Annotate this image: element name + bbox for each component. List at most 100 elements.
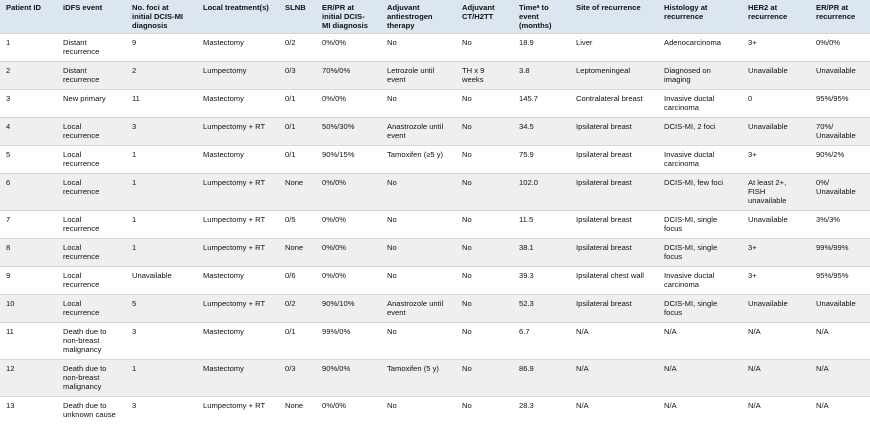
table-cell: Lumpectomy	[203, 66, 247, 75]
table-cell: 145.7	[519, 94, 539, 103]
table-cell: 2	[6, 66, 11, 75]
table-cell: 11.5	[519, 215, 534, 224]
table-row: 3 New primary 11 Mastectomy 0/1 0%/0% No No 145.…	[0, 89, 870, 118]
table-row: 6 Local recurrence 1 Lumpectomy + RT None 0%/…	[0, 173, 870, 211]
table-cell: 70%/ Unavailable	[816, 122, 856, 140]
table-cell: 18.9	[519, 38, 534, 47]
table-cell: 5	[6, 150, 11, 159]
table-cell: Invasive ductal carcinoma	[664, 271, 715, 289]
table-cell: None	[285, 401, 304, 410]
table-cell: N/A	[664, 401, 677, 410]
table-cell: 86.9	[519, 364, 534, 373]
table-cell: Ipsilateral breast	[576, 299, 632, 308]
table-cell: 2	[132, 66, 137, 75]
table-cell: Lumpectomy + RT	[203, 401, 266, 410]
table-cell: Adenocarcinoma	[664, 38, 721, 47]
table-cell: 3.8	[519, 66, 530, 75]
table-cell: 75.9	[519, 150, 534, 159]
table-cell: 52.3	[519, 299, 534, 308]
table-cell: Ipsilateral breast	[576, 243, 632, 252]
table-cell: 3+	[748, 150, 757, 159]
table-cell: Anastrozole until event	[387, 299, 444, 317]
table-cell: 90%/0%	[322, 364, 351, 373]
table-body: 1 Distant recurrence 9 Mastectomy 0/2 0%/0% No…	[0, 33, 870, 425]
table-cell: 3+	[748, 271, 757, 280]
table-cell: 6.7	[519, 327, 530, 336]
table-cell: 3+	[748, 243, 757, 252]
table-cell: No	[462, 215, 472, 224]
column-header: Adjuvant antiestrogen therapy	[381, 0, 456, 34]
table-cell: Leptomeningeal	[576, 66, 631, 75]
table-cell: N/A	[576, 364, 589, 373]
table-cell: Unavailable	[748, 215, 788, 224]
table-cell: 28.3	[519, 401, 534, 410]
table-cell: Ipsilateral breast	[576, 150, 632, 159]
table-cell: Lumpectomy + RT	[203, 215, 266, 224]
table-cell: No	[462, 364, 472, 373]
column-header: Site of recurrence	[570, 0, 658, 34]
table-row: 12 Death due to non-breast malignancy 1 Mas…	[0, 359, 870, 397]
table-cell: Local recurrence	[63, 243, 100, 261]
table-cell: Contralateral breast	[576, 94, 643, 103]
table-cell: Distant recurrence	[63, 38, 100, 56]
table-cell: 99%/0%	[322, 327, 351, 336]
table-cell: No	[387, 178, 397, 187]
table-cell: Invasive ductal carcinoma	[664, 94, 715, 112]
table-row: 5 Local recurrence 1 Mastectomy 0/1 90%/15% Ta…	[0, 145, 870, 174]
column-header: ER/PR at initial DCIS-MI diagnosis	[316, 0, 381, 34]
table-cell: 3	[6, 94, 11, 103]
table-cell: N/A	[816, 364, 829, 373]
table-row: 9 Local recurrence Unavailable Mastectomy 0/…	[0, 266, 870, 295]
table-cell: Letrozole until event	[387, 66, 435, 84]
table-cell: Ipsilateral chest wall	[576, 271, 644, 280]
table-cell: 0%/0%	[322, 94, 347, 103]
table-row: 2 Distant recurrence 2 Lumpectomy 0/3 70%/0% L…	[0, 61, 870, 90]
table-cell: Local recurrence	[63, 122, 100, 140]
table-cell: Tamoxifen (≥5 y)	[387, 150, 444, 159]
table-cell: 0%/ Unavailable	[816, 178, 856, 196]
table-cell: Unavailable	[748, 122, 788, 131]
table-cell: No	[387, 38, 397, 47]
table-cell: No	[387, 215, 397, 224]
table-cell: No	[387, 243, 397, 252]
table-cell: 70%/0%	[322, 66, 351, 75]
table-cell: 0/2	[285, 299, 296, 308]
table-cell: No	[387, 271, 397, 280]
table-cell: 34.5	[519, 122, 534, 131]
table-cell: 90%/2%	[816, 150, 845, 159]
table-cell: 95%/95%	[816, 94, 849, 103]
table-cell: 90%/10%	[322, 299, 355, 308]
table-cell: 90%/15%	[322, 150, 355, 159]
table-cell: 9	[6, 271, 11, 280]
table-cell: Mastectomy	[203, 271, 244, 280]
table-cell: Ipsilateral breast	[576, 122, 632, 131]
table-cell: Unavailable	[748, 299, 788, 308]
table-cell: At least 2+, FISH unavailable	[748, 178, 787, 205]
table-cell: 11	[132, 94, 140, 103]
table-cell: 0/6	[285, 271, 296, 280]
table-cell: 0/3	[285, 364, 296, 373]
table-cell: No	[462, 271, 472, 280]
table-cell: 0/2	[285, 38, 296, 47]
table-cell: 0/1	[285, 327, 296, 336]
table-cell: No	[462, 150, 472, 159]
table-cell: 102.0	[519, 178, 539, 187]
table-cell: Local recurrence	[63, 215, 100, 233]
table-cell: Death due to non-breast malignancy	[63, 364, 107, 391]
table-cell: 3	[132, 122, 137, 131]
table-cell: None	[285, 243, 304, 252]
table-cell: Tamoxifen (5 y)	[387, 364, 439, 373]
table-cell: 95%/95%	[816, 271, 849, 280]
table-cell: N/A	[748, 327, 761, 336]
table-cell: Invasive ductal carcinoma	[664, 150, 715, 168]
table-cell: 9	[132, 38, 137, 47]
table-cell: Liver	[576, 38, 593, 47]
table-cell: Unavailable	[748, 66, 788, 75]
table-cell: 0	[748, 94, 753, 103]
table-cell: DCIS-MI, few foci	[664, 178, 724, 187]
table-cell: N/A	[664, 364, 677, 373]
table-cell: Local recurrence	[63, 178, 100, 196]
table-cell: 3%/3%	[816, 215, 841, 224]
table-row: 10 Local recurrence 5 Lumpectomy + RT 0/2 90%…	[0, 294, 870, 323]
